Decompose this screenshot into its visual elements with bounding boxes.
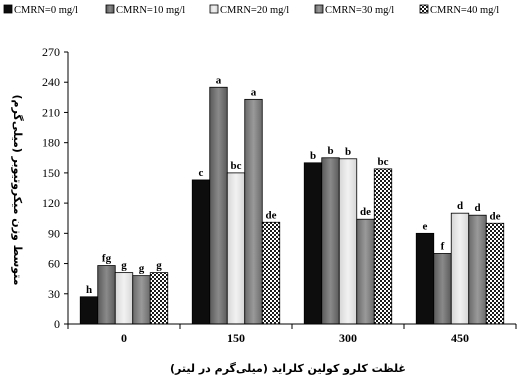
x-tick-label: 450 — [451, 331, 469, 345]
bar — [132, 275, 151, 325]
y-axis-title: متوسط وزن میکروتیوبر (میلی‌گرم) — [11, 95, 24, 286]
bar — [114, 272, 134, 325]
legend-swatch — [209, 4, 219, 14]
data-label: c — [199, 167, 204, 179]
legend-label: CMRN=10 mg/l — [116, 5, 185, 16]
y-tick-label: 150 — [42, 166, 60, 180]
y-axis: 0 30 60 90 120 150 180 210 240 270 — [42, 45, 69, 331]
data-label: de — [360, 206, 371, 218]
data-label: bc — [231, 160, 242, 172]
data-label: b — [310, 150, 316, 162]
data-label: g — [139, 263, 145, 275]
bar — [356, 218, 375, 325]
bar — [149, 272, 169, 325]
y-tick-label: 0 — [54, 317, 60, 331]
bar — [373, 168, 393, 325]
legend-swatch — [314, 4, 324, 14]
bar — [321, 157, 340, 325]
data-label: h — [86, 284, 92, 296]
x-tick-label: 0 — [121, 331, 127, 345]
bar — [433, 253, 452, 325]
legend-label: CMRN=40 mg/l — [430, 5, 499, 16]
data-label: g — [121, 260, 127, 272]
y-tick-label: 120 — [42, 196, 60, 210]
x-axis-title: غلظت کلرو کولین کلراید (میلی‌گرم در لیتر… — [170, 362, 406, 375]
data-label: d — [457, 200, 463, 212]
bar — [226, 172, 246, 325]
data-label: d — [474, 202, 480, 214]
y-tick-label: 180 — [42, 136, 60, 150]
bar — [415, 232, 435, 325]
y-tick-label: 210 — [42, 105, 60, 119]
y-tick-label: 60 — [48, 257, 60, 271]
data-label: b — [327, 145, 333, 157]
bar — [79, 296, 99, 325]
y-tick-label: 240 — [42, 75, 60, 89]
y-tick-label: 90 — [48, 226, 60, 240]
x-tick-label: 150 — [227, 331, 245, 345]
data-label: e — [423, 220, 428, 232]
x-axis: 0 150 300 450 — [67, 323, 517, 345]
data-label: a — [216, 74, 222, 86]
data-label: a — [251, 86, 257, 98]
legend-swatch — [3, 4, 13, 14]
legend-swatch — [105, 4, 115, 14]
bar — [450, 212, 470, 325]
legend-label: CMRN=30 mg/l — [325, 5, 394, 16]
x-tick-label: 300 — [339, 331, 357, 345]
legend-label: CMRN=0 mg/l — [14, 5, 78, 16]
data-label: f — [441, 240, 445, 252]
data-label: b — [345, 146, 351, 158]
bar — [191, 179, 211, 325]
bar — [97, 265, 116, 325]
bar — [209, 86, 228, 325]
bar — [244, 98, 263, 325]
data-label: bc — [378, 156, 389, 168]
legend-label: CMRN=20 mg/l — [220, 5, 289, 16]
bars — [79, 86, 505, 325]
data-label: de — [490, 210, 501, 222]
legend: CMRN=0 mg/l CMRN=10 mg/l CMRN=20 mg/l CMRN=… — [3, 4, 499, 16]
bar — [338, 158, 358, 325]
data-label: fg — [102, 253, 112, 265]
y-tick-label: 30 — [48, 287, 60, 301]
data-label: de — [266, 209, 277, 221]
bar — [468, 214, 487, 325]
bar — [485, 222, 505, 325]
legend-swatch — [419, 4, 429, 14]
data-label: g — [156, 260, 162, 272]
bar — [261, 221, 281, 325]
y-tick-label: 270 — [42, 45, 60, 59]
bar — [303, 162, 323, 325]
